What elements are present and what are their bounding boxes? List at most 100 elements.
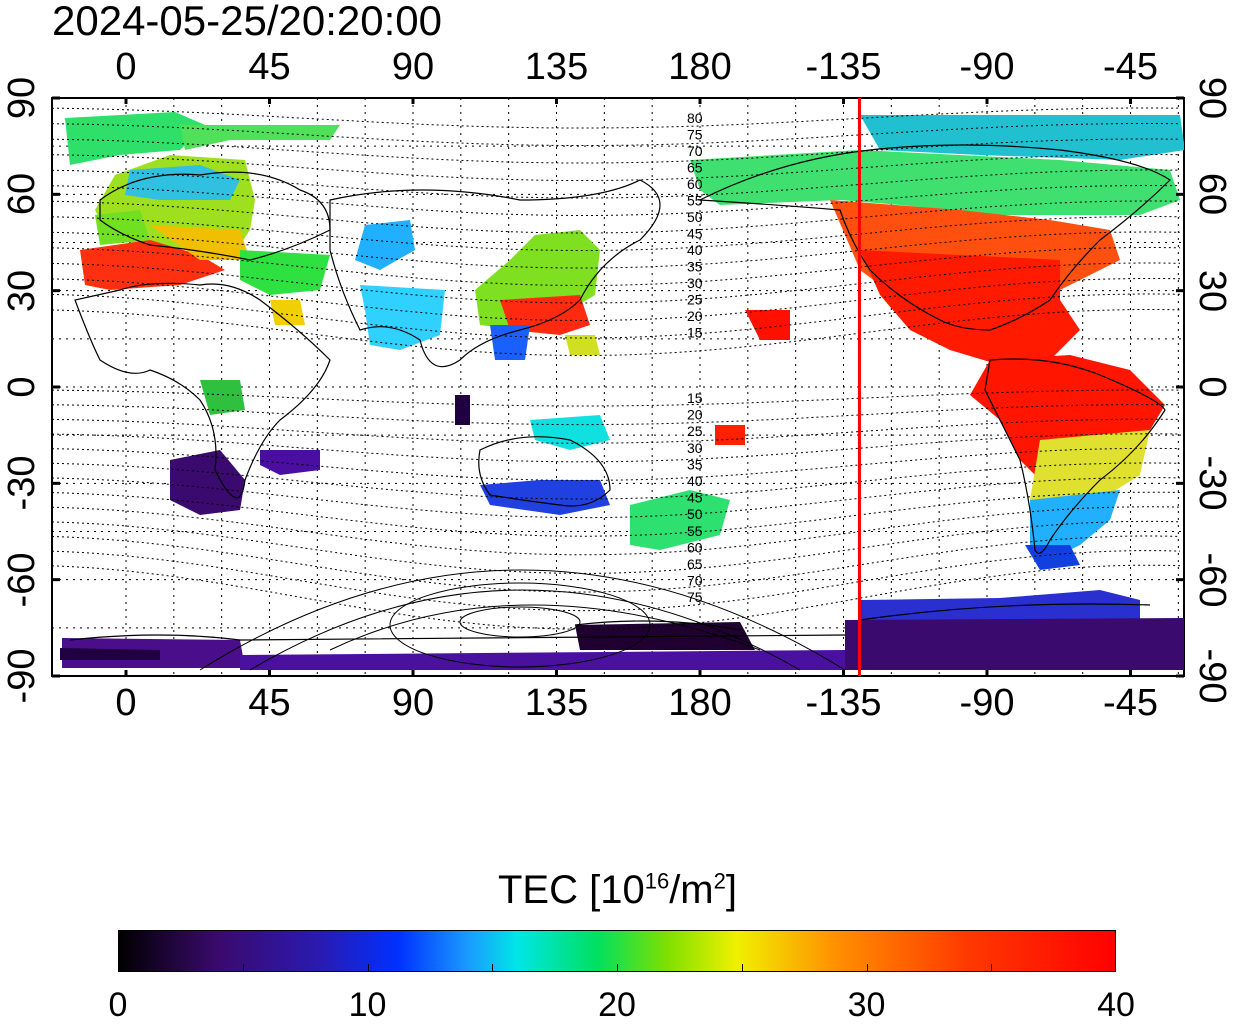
frame-ticks [52, 96, 1184, 678]
lon-tick-label: -135 [805, 682, 882, 724]
tec-region [490, 325, 530, 360]
lon-tick-label: -45 [1103, 682, 1158, 724]
contour-line [52, 107, 1181, 129]
contour-label: 15 [687, 390, 703, 406]
contour-line [52, 278, 1181, 321]
contour-label: 35 [687, 456, 703, 472]
contour-label: 25 [687, 423, 703, 439]
contour-line [52, 520, 1181, 574]
contour-label: 30 [687, 275, 703, 291]
tec-region [60, 648, 160, 660]
contour-line [52, 169, 1181, 199]
contour-label: 65 [687, 160, 703, 176]
colorbar-tick-label: 20 [598, 986, 636, 1024]
contour-label: 35 [687, 259, 703, 275]
lat-tick-label: -30 [1, 455, 43, 511]
tec-region [690, 150, 1180, 215]
lon-tick-label: -135 [805, 46, 882, 88]
colorbar-tick-label: 30 [847, 986, 886, 1024]
magnetic-latitude-contours [199, 569, 846, 671]
tec-region [745, 310, 790, 340]
lon-tick-label: 135 [524, 682, 589, 724]
tec-region [150, 225, 250, 260]
tec-region [1025, 545, 1080, 570]
contour-label: 40 [687, 242, 703, 258]
contour-line [52, 185, 1181, 216]
lat-tick-label: -30 [1191, 455, 1233, 511]
lon-tick-label: 90 [391, 46, 435, 88]
lon-tick-label: 0 [115, 46, 137, 88]
colorbar-minor-tick [617, 964, 618, 972]
lon-tick-label: 45 [248, 46, 291, 88]
contour-line [52, 123, 1181, 146]
contour-label: 60 [687, 539, 703, 555]
timestamp: 2024-05-25/20:20:00 [52, 0, 442, 44]
lon-tick-label: -90 [959, 46, 1015, 88]
lat-tick-label: 60 [1191, 173, 1233, 216]
contour-label: 30 [687, 440, 703, 456]
tec-region [260, 450, 320, 475]
contour-line [52, 462, 1181, 500]
lon-tick-label: -90 [959, 682, 1015, 724]
contour-line [52, 216, 1181, 251]
colorbar-minor-tick [367, 964, 369, 972]
contour-label: 75 [687, 589, 703, 605]
contour-line [52, 433, 1181, 463]
contour-line [52, 154, 1181, 181]
lon-tick-label: -45 [1103, 46, 1158, 88]
contour-line [52, 389, 1181, 407]
lat-tick-label: 90 [1191, 76, 1233, 120]
tec-region [565, 335, 600, 355]
contour-labels: 8075706560555045403530252015152025303540… [687, 110, 703, 605]
contour-line [52, 138, 1181, 164]
contour-label: 40 [687, 473, 703, 489]
contour-label: 20 [687, 407, 703, 423]
lon-tick-label: 180 [668, 682, 732, 724]
contour-line [52, 309, 1181, 356]
contour-label: 20 [687, 308, 703, 324]
colorbar-tick-label: 0 [108, 986, 128, 1024]
lat-tick-label: 90 [1, 76, 43, 120]
colorbar-tick-label: 40 [1097, 986, 1135, 1024]
contour-label: 50 [687, 209, 703, 225]
contour-label: 55 [687, 523, 703, 539]
map-content [52, 98, 1184, 676]
contour-line [52, 404, 1181, 426]
colorbar-minor-tick [492, 964, 494, 972]
tec-region [170, 450, 245, 515]
contour-label: 60 [687, 176, 703, 192]
colorbar-minor-tick [242, 964, 244, 972]
lon-tick-label: 180 [668, 46, 732, 88]
contour-line [52, 293, 1181, 339]
contour-label: 75 [687, 127, 703, 143]
tec-region [715, 425, 745, 445]
contour-line [52, 506, 1181, 556]
lat-tick-label: -60 [1191, 552, 1233, 608]
tec-region [270, 300, 305, 325]
lon-tick-label: 135 [524, 46, 589, 88]
contour-line [52, 491, 1181, 537]
lat-tick-label: -60 [1, 552, 43, 608]
tec-region [455, 395, 470, 425]
contour-label: 70 [687, 573, 703, 589]
contour-line [52, 418, 1181, 444]
tec-data-regions [60, 112, 1184, 670]
tec-region [180, 125, 340, 150]
lat-tick-label: -90 [1191, 648, 1233, 704]
tec-region [530, 415, 610, 450]
lat-tick-label: 0 [1, 376, 43, 398]
contour-line [52, 447, 1181, 481]
tec-map: 8075706560555045403530252015152025303540… [51, 96, 1185, 678]
lon-tick-label: 90 [391, 682, 435, 724]
lat-tick-label: 60 [1, 173, 43, 216]
lon-tick-label: 0 [115, 682, 137, 724]
contour-label: 80 [687, 110, 703, 126]
contour-label: 45 [687, 226, 703, 242]
tec-region [65, 112, 205, 165]
contour-line [52, 477, 1181, 519]
contour-line [52, 247, 1181, 286]
colorbar-minor-tick [741, 964, 743, 972]
contour-label: 50 [687, 506, 703, 522]
tec-region [95, 210, 150, 245]
contour-label: 15 [687, 325, 703, 341]
